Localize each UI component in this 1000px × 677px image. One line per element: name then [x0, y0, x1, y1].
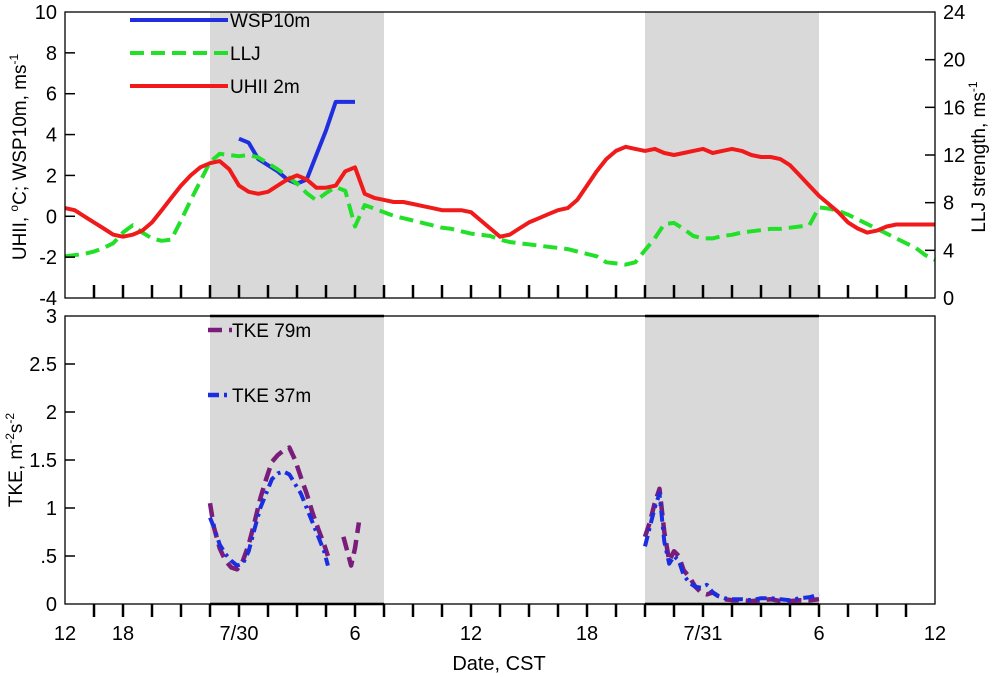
y-left-tick-label: -2: [39, 247, 57, 269]
y-left-tick-label: 6: [46, 84, 57, 106]
night-band-bottom-1: [210, 316, 384, 604]
x-tick-label: 7/31: [684, 623, 723, 645]
y-right-tick-label: 24: [943, 2, 965, 24]
y-left-tick-label: 2: [46, 165, 57, 187]
legend-label-llj: LLJ: [230, 44, 261, 65]
y-bottom-tick-label: 1: [46, 498, 57, 520]
top-panel-series: [64, 99, 936, 267]
y-left-tick-label: 10: [35, 2, 57, 24]
x-axis-title: Date, CST: [452, 653, 545, 675]
top-left-axis-title: UHII, oC; WSP10m, ms-1: [7, 54, 31, 261]
series-line-tke-79m-segment-3: [642, 486, 820, 604]
y-bottom-tick-label: 1.5: [29, 450, 57, 472]
x-tick-label: 18: [576, 623, 598, 645]
y-right-tick-label: 4: [943, 240, 954, 262]
bottom-panel-axis-ticks: 12 18 7/30 6 12 18 7/31 6 12 0 .5 1 1.5 2 2.5 3: [29, 306, 946, 645]
y-bottom-tick-label: 2: [46, 402, 57, 424]
y-right-tick-label: 8: [943, 193, 954, 215]
y-bottom-tick-label: 2.5: [29, 354, 57, 376]
x-tick-label: 12: [54, 623, 76, 645]
legend-label-tke-79m: TKE 79m: [232, 321, 311, 342]
series-line-tke-37m-segment-2: [643, 491, 820, 603]
series-line-tke-79m-segment-1: [207, 445, 331, 572]
x-tick-label: 18: [112, 623, 134, 645]
series-line-uhii-2m: [64, 144, 935, 239]
series-line-llj: [64, 151, 936, 267]
top-right-axis-title: LLJ strength, ms-1: [966, 81, 990, 232]
bottom-panel-series: [207, 445, 820, 604]
y-bottom-tick-label: 3: [46, 306, 57, 328]
x-tick-label: 12: [460, 623, 482, 645]
y-right-tick-label: 12: [943, 145, 965, 167]
y-bottom-tick-label: .5: [40, 546, 57, 568]
y-left-tick-label: 4: [46, 125, 57, 147]
legend-label-wsp10m: WSP10m: [230, 11, 310, 32]
x-tick-label: 6: [349, 623, 360, 645]
legend-label-tke-37m: TKE 37m: [232, 386, 311, 407]
y-right-tick-label: 0: [943, 288, 954, 310]
y-left-tick-label: 0: [46, 206, 57, 228]
top-panel-night-shading: [210, 12, 819, 298]
y-bottom-tick-label: 0: [46, 594, 57, 616]
y-left-tick-label: -4: [39, 288, 57, 310]
top-panel-legend: WSP10m LLJ UHII 2m: [130, 11, 310, 98]
bottom-panel-legend: TKE 79m TKE 37m: [208, 321, 311, 407]
y-right-tick-label: 20: [943, 50, 965, 72]
legend-label-uhii-2m: UHII 2m: [230, 77, 300, 98]
y-right-tick-label: 16: [943, 97, 965, 119]
x-tick-label: 6: [813, 623, 824, 645]
series-line-tke-79m-segment-2: [341, 522, 362, 568]
y-left-tick-label: 8: [46, 43, 57, 65]
series-line-tke-37m-segment-1: [208, 469, 330, 568]
bottom-axis-title: TKE, m-2s-2: [3, 413, 27, 508]
x-tick-label: 7/30: [220, 623, 259, 645]
bottom-panel-night-shading: [210, 314, 819, 606]
x-tick-label: 12: [924, 623, 946, 645]
